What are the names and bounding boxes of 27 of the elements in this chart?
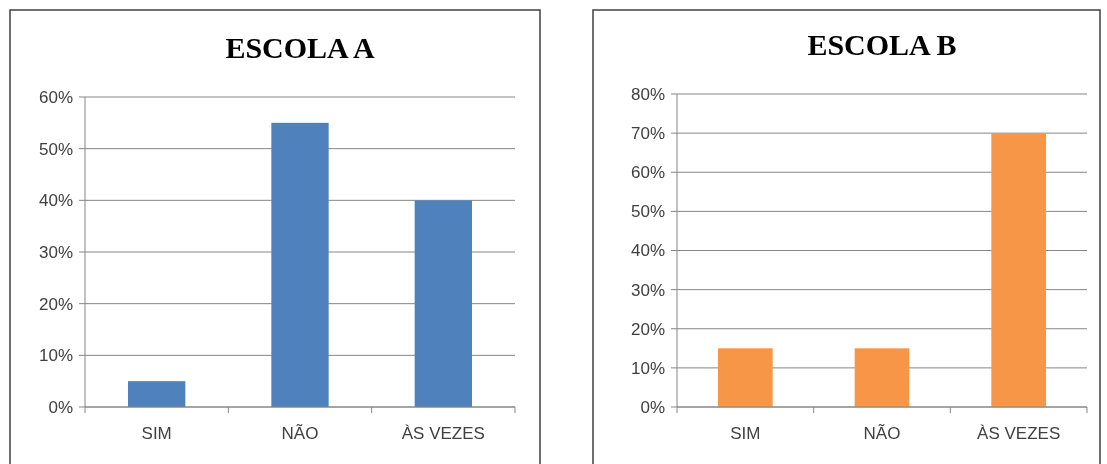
y-tick-label: 50%	[38, 139, 73, 159]
y-tick-label: 60%	[630, 163, 665, 183]
y-tick-label: 40%	[38, 191, 73, 211]
x-tick-label: NÃO	[863, 424, 901, 443]
y-tick-label: 70%	[630, 124, 665, 144]
y-tick-label: 80%	[630, 84, 665, 104]
chart-title: ESCOLA A	[225, 31, 375, 64]
bar	[271, 122, 329, 407]
bar	[128, 381, 186, 407]
bar	[414, 200, 472, 407]
y-tick-label: 0%	[640, 397, 665, 417]
x-tick-label: NÃO	[281, 424, 319, 443]
x-tick-label: ÀS VEZES	[401, 424, 485, 443]
x-tick-label: SIM	[141, 424, 172, 443]
y-tick-label: 30%	[630, 280, 665, 300]
y-tick-label: 10%	[630, 358, 665, 378]
y-tick-label: 30%	[38, 242, 73, 262]
y-tick-label: 20%	[38, 294, 73, 314]
y-tick-label: 50%	[630, 202, 665, 222]
y-tick-label: 40%	[630, 241, 665, 261]
y-tick-label: 20%	[630, 319, 665, 339]
x-tick-label: SIM	[730, 424, 761, 443]
y-tick-label: 60%	[38, 87, 73, 107]
y-tick-label: 0%	[48, 397, 73, 417]
y-tick-label: 10%	[38, 346, 73, 366]
x-tick-label: ÀS VEZES	[977, 424, 1061, 443]
chart-title: ESCOLA B	[807, 28, 957, 61]
